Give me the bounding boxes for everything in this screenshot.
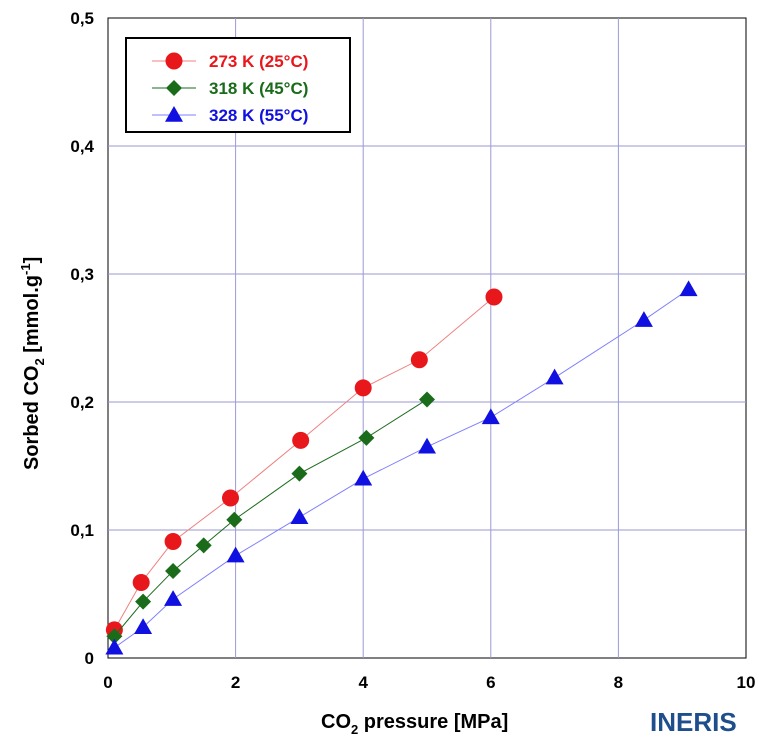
data-point	[164, 533, 182, 551]
x-tick-label: 10	[737, 673, 756, 692]
data-point	[105, 638, 124, 655]
legend-item: 318 K (45°C)	[152, 79, 308, 98]
legend-label: 273 K (25°C)	[209, 52, 308, 71]
y-tick-label: 0,5	[70, 9, 94, 28]
data-point	[132, 573, 150, 591]
series-line	[113, 296, 495, 631]
y-axis-title: Sorbed CO2 [mmol.g-1]	[18, 257, 47, 470]
legend-item: 273 K (25°C)	[152, 52, 308, 71]
series-layer	[105, 280, 698, 655]
data-point	[106, 628, 123, 645]
data-point	[545, 368, 564, 385]
legend-box	[125, 37, 351, 133]
data-point	[134, 618, 153, 635]
legend-marker	[165, 106, 183, 122]
y-tick-label: 0,1	[70, 521, 94, 540]
y-tick-label: 0	[85, 649, 94, 668]
x-tick-label: 8	[614, 673, 623, 692]
data-point	[195, 537, 212, 554]
data-point	[135, 593, 152, 610]
data-point	[679, 280, 698, 297]
x-tick-label: 6	[486, 673, 495, 692]
legend: 273 K (25°C) 318 K (45°C) 328 K (55°C)	[125, 37, 351, 133]
series-2	[106, 391, 435, 645]
legend-label: 328 K (55°C)	[209, 106, 308, 125]
legend-item: 328 K (55°C)	[152, 106, 308, 125]
y-tick-label: 0,3	[70, 265, 94, 284]
data-point	[164, 590, 183, 606]
ineris-logo: INERIS	[650, 707, 737, 737]
data-point	[485, 288, 503, 306]
y-tick-label: 0,2	[70, 393, 94, 412]
x-axis-title: CO2 pressure [MPa]	[321, 711, 508, 737]
data-point	[419, 391, 435, 408]
data-point	[292, 431, 310, 449]
x-tick-label: 2	[231, 673, 240, 692]
x-tick-label: 0	[103, 673, 112, 692]
x-tick-label: 4	[358, 673, 368, 692]
data-point	[354, 379, 372, 397]
data-point	[165, 562, 182, 579]
series-1	[105, 288, 503, 639]
legend-marker	[166, 80, 182, 96]
data-point	[358, 429, 375, 446]
data-point	[290, 508, 309, 524]
data-point	[418, 437, 436, 454]
data-point	[226, 511, 243, 528]
data-point	[410, 351, 428, 369]
data-point	[291, 465, 308, 482]
legend-marker	[165, 52, 183, 70]
data-point	[354, 469, 373, 486]
data-point	[481, 408, 500, 425]
legend-label: 318 K (45°C)	[209, 79, 308, 98]
y-tick-label: 0,4	[70, 137, 94, 156]
data-point	[221, 489, 239, 507]
tick-labels: 0 2 4 6 8 10 0 0,1 0,2 0,3 0,4 0,5	[70, 9, 755, 692]
series-3	[105, 280, 698, 655]
data-point	[634, 311, 653, 327]
data-point	[226, 546, 245, 563]
series-line	[113, 399, 428, 637]
